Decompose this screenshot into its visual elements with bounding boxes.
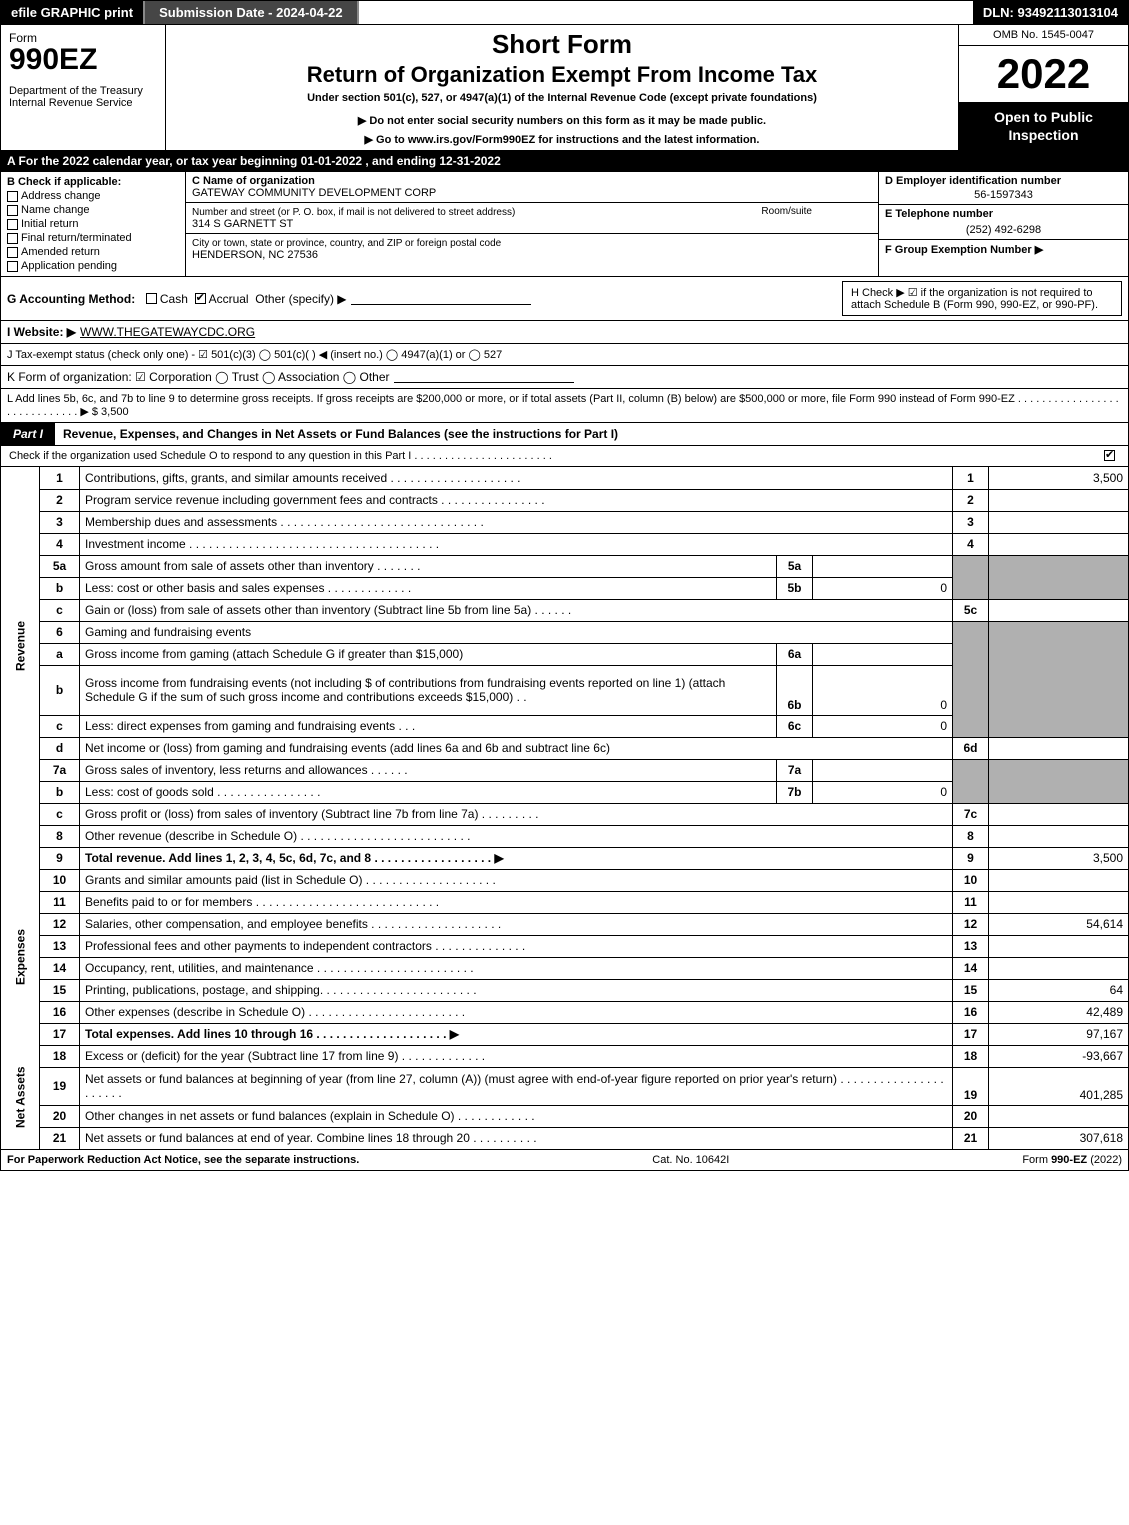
part-1-table: Revenue 1 Contributions, gifts, grants, … bbox=[0, 467, 1129, 1150]
line-19-value: 401,285 bbox=[989, 1067, 1129, 1105]
line-g-h: G Accounting Method: Cash Accrual Other … bbox=[0, 277, 1129, 321]
chk-name-change[interactable]: Name change bbox=[7, 204, 179, 216]
line-a-period: A For the 2022 calendar year, or tax yea… bbox=[0, 151, 1129, 172]
form-footer-label: Form 990-EZ (2022) bbox=[1022, 1154, 1122, 1166]
website-value[interactable]: WWW.THEGATEWAYCDC.ORG bbox=[80, 325, 255, 339]
chk-amended-return[interactable]: Amended return bbox=[7, 246, 179, 258]
room-suite-label: Room/suite bbox=[761, 206, 812, 230]
line-17-value: 97,167 bbox=[989, 1023, 1129, 1045]
short-form-title: Short Form bbox=[176, 29, 948, 60]
side-expenses: Expenses bbox=[1, 869, 40, 1045]
part-1-check-line: Check if the organization used Schedule … bbox=[0, 446, 1129, 467]
other-specify-input[interactable] bbox=[351, 293, 531, 305]
submission-date: Submission Date - 2024-04-22 bbox=[143, 1, 359, 24]
chk-accrual[interactable] bbox=[195, 293, 206, 304]
department-label: Department of the Treasury Internal Reve… bbox=[9, 85, 157, 109]
org-name: GATEWAY COMMUNITY DEVELOPMENT CORP bbox=[192, 187, 436, 199]
header-left: Form 990EZ Department of the Treasury In… bbox=[1, 25, 166, 150]
topbar-spacer bbox=[359, 1, 973, 24]
c-street-label: Number and street (or P. O. box, if mail… bbox=[192, 207, 515, 218]
g-label: G Accounting Method: bbox=[7, 292, 135, 306]
ssn-warning: ▶ Do not enter social security numbers o… bbox=[176, 114, 948, 127]
chk-cash[interactable] bbox=[146, 293, 157, 304]
instructions-link[interactable]: ▶ Go to www.irs.gov/Form990EZ for instru… bbox=[176, 133, 948, 146]
chk-initial-return[interactable]: Initial return bbox=[7, 218, 179, 230]
chk-final-return[interactable]: Final return/terminated bbox=[7, 232, 179, 244]
public-inspection-badge: Open to Public Inspection bbox=[959, 102, 1128, 150]
side-netassets: Net Assets bbox=[1, 1045, 40, 1149]
c-city-label: City or town, state or province, country… bbox=[192, 238, 501, 249]
part-1-title: Revenue, Expenses, and Changes in Net As… bbox=[55, 423, 1128, 445]
form-number: 990EZ bbox=[9, 45, 157, 75]
line-18-value: -93,667 bbox=[989, 1045, 1129, 1067]
org-street: 314 S GARNETT ST bbox=[192, 218, 293, 230]
form-header: Form 990EZ Department of the Treasury In… bbox=[0, 25, 1129, 151]
line-l-receipts: L Add lines 5b, 6c, and 7b to line 9 to … bbox=[0, 389, 1129, 423]
box-c: C Name of organization GATEWAY COMMUNITY… bbox=[186, 172, 878, 276]
efile-print-label[interactable]: efile GRAPHIC print bbox=[1, 1, 143, 24]
box-b: B Check if applicable: Address change Na… bbox=[1, 172, 186, 276]
omb-number: OMB No. 1545-0047 bbox=[959, 25, 1128, 46]
line-16-value: 42,489 bbox=[989, 1001, 1129, 1023]
form-title: Return of Organization Exempt From Incom… bbox=[176, 62, 948, 88]
box-b-head: B Check if applicable: bbox=[7, 176, 179, 188]
chk-application-pending[interactable]: Application pending bbox=[7, 260, 179, 272]
tax-year: 2022 bbox=[959, 46, 1128, 102]
ein-value: 56-1597343 bbox=[885, 189, 1122, 201]
paperwork-notice: For Paperwork Reduction Act Notice, see … bbox=[7, 1154, 359, 1166]
line-1-desc: Contributions, gifts, grants, and simila… bbox=[80, 467, 953, 489]
box-def: D Employer identification number 56-1597… bbox=[878, 172, 1128, 276]
part-1-tab: Part I bbox=[1, 423, 55, 445]
line-15-value: 64 bbox=[989, 979, 1129, 1001]
e-phone-label: E Telephone number bbox=[885, 208, 1122, 220]
line-1-value: 3,500 bbox=[989, 467, 1129, 489]
part-1-header: Part I Revenue, Expenses, and Changes in… bbox=[0, 423, 1129, 446]
box-h: H Check ▶ ☑ if the organization is not r… bbox=[842, 281, 1122, 316]
line-j-status: J Tax-exempt status (check only one) - ☑… bbox=[0, 344, 1129, 366]
f-group-label: F Group Exemption Number ▶ bbox=[885, 243, 1122, 256]
side-revenue: Revenue bbox=[1, 467, 40, 825]
form-subtitle: Under section 501(c), 527, or 4947(a)(1)… bbox=[176, 92, 948, 104]
other-org-input[interactable] bbox=[394, 371, 574, 383]
chk-schedule-o[interactable] bbox=[1104, 450, 1115, 461]
line-12-value: 54,614 bbox=[989, 913, 1129, 935]
chk-address-change[interactable]: Address change bbox=[7, 190, 179, 202]
top-bar: efile GRAPHIC print Submission Date - 20… bbox=[0, 0, 1129, 25]
c-name-label: C Name of organization bbox=[192, 175, 315, 187]
line-k-org: K Form of organization: ☑ Corporation ◯ … bbox=[0, 366, 1129, 389]
dln-label: DLN: 93492113013104 bbox=[973, 1, 1128, 24]
page-footer: For Paperwork Reduction Act Notice, see … bbox=[0, 1150, 1129, 1171]
d-ein-label: D Employer identification number bbox=[885, 175, 1122, 187]
line-i-website: I Website: ▶ WWW.THEGATEWAYCDC.ORG bbox=[0, 321, 1129, 344]
line-9-value: 3,500 bbox=[989, 847, 1129, 869]
header-center: Short Form Return of Organization Exempt… bbox=[166, 25, 958, 150]
header-right: OMB No. 1545-0047 2022 Open to Public In… bbox=[958, 25, 1128, 150]
cat-number: Cat. No. 10642I bbox=[652, 1154, 729, 1166]
line-21-value: 307,618 bbox=[989, 1127, 1129, 1149]
phone-value: (252) 492-6298 bbox=[885, 224, 1122, 236]
org-city: HENDERSON, NC 27536 bbox=[192, 249, 318, 261]
entity-info-grid: B Check if applicable: Address change Na… bbox=[0, 172, 1129, 277]
